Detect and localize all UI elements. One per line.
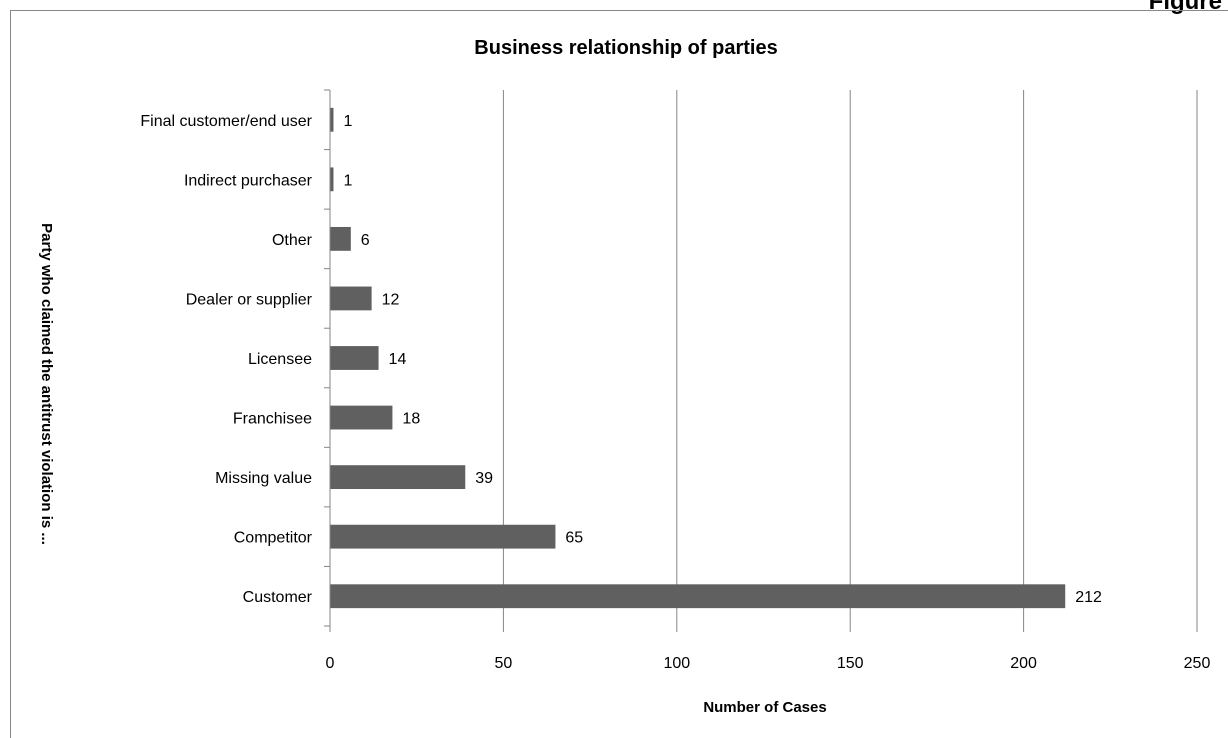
axes bbox=[324, 89, 1198, 632]
data-label: 1 bbox=[343, 113, 352, 130]
bar bbox=[330, 286, 372, 311]
category-label: Dealer or supplier bbox=[186, 291, 313, 308]
chart-frame bbox=[10, 10, 1228, 738]
gridlines bbox=[502, 90, 1198, 626]
data-label: 1 bbox=[343, 172, 352, 189]
data-label: 12 bbox=[382, 291, 400, 308]
data-label: 6 bbox=[361, 232, 370, 249]
x-tick-label: 250 bbox=[1184, 655, 1211, 672]
x-tick-label: 0 bbox=[326, 655, 335, 672]
labels: 0 50 100 150 200 250 Customer 212 Competitor 65 Mi… bbox=[140, 113, 1210, 672]
category-label: Franchisee bbox=[233, 411, 312, 428]
bar bbox=[330, 226, 351, 251]
category-label: Indirect purchaser bbox=[184, 172, 313, 189]
data-label: 212 bbox=[1075, 589, 1102, 606]
bar bbox=[330, 167, 334, 192]
data-label: 39 bbox=[475, 470, 493, 487]
x-axis-title: Number of Cases bbox=[703, 699, 826, 716]
bar bbox=[330, 465, 466, 490]
x-tick-label: 50 bbox=[495, 655, 513, 672]
data-label: 18 bbox=[402, 411, 420, 428]
category-label: Competitor bbox=[234, 530, 313, 547]
bar bbox=[330, 107, 334, 132]
bar bbox=[330, 346, 379, 370]
category-label: Missing value bbox=[215, 470, 312, 487]
category-label: Customer bbox=[243, 589, 313, 606]
bar bbox=[330, 524, 556, 549]
figure-label: Figure bbox=[1148, 0, 1222, 15]
y-axis-title: Party who claimed the antitrust violatio… bbox=[38, 223, 55, 545]
category-label: Other bbox=[272, 232, 313, 249]
x-tick-label: 100 bbox=[663, 655, 690, 672]
bar bbox=[330, 584, 1066, 609]
bars bbox=[330, 107, 1066, 609]
x-tick-label: 150 bbox=[837, 655, 864, 672]
bar bbox=[330, 405, 393, 430]
chart-title: Business relationship of parties bbox=[474, 37, 777, 59]
data-label: 65 bbox=[565, 530, 583, 547]
x-tick-label: 200 bbox=[1010, 655, 1037, 672]
category-label: Licensee bbox=[248, 351, 312, 368]
category-label: Final customer/end user bbox=[140, 113, 312, 130]
data-label: 14 bbox=[389, 351, 407, 368]
